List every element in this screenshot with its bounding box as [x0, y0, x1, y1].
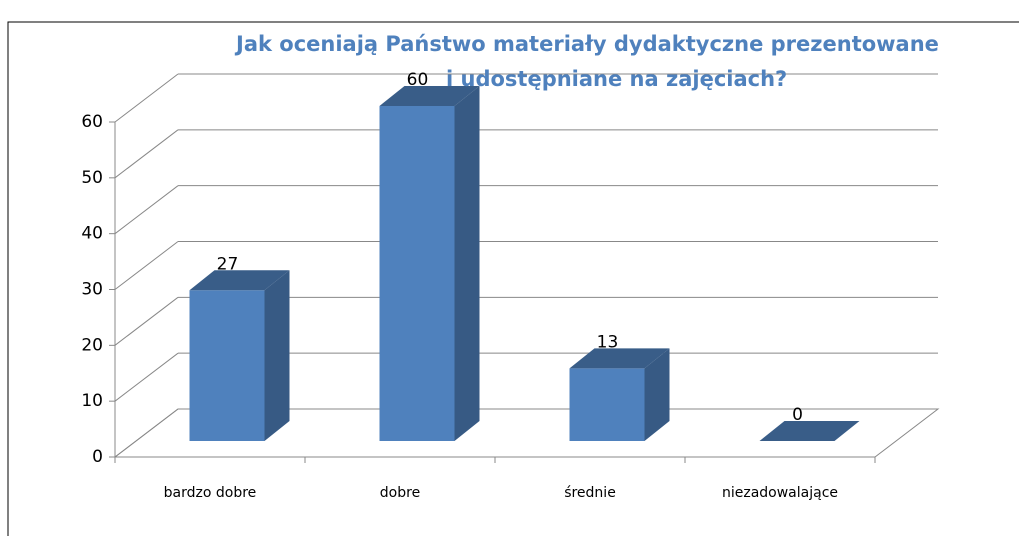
y-tick-label: 30: [81, 280, 103, 300]
bar-top: [569, 348, 670, 369]
chart-frame: [7, 21, 1019, 536]
grid-line: [114, 73, 179, 123]
bar-top: [759, 421, 860, 441]
value-label: 13: [597, 332, 619, 352]
bar-top: [189, 270, 290, 291]
grid-line: [114, 352, 179, 402]
x-tick-label: średnie: [564, 485, 616, 501]
grid-line: [114, 185, 179, 235]
grid-line: [114, 241, 179, 290]
value-label: 27: [217, 254, 239, 274]
grid-line: [114, 129, 179, 179]
chart-title: Jak oceniają Państwo materiały dydaktycz…: [234, 32, 939, 56]
bar-side: [264, 270, 290, 441]
y-tick-label: 10: [81, 391, 103, 411]
grid-line: [114, 296, 179, 346]
bar: [189, 290, 265, 441]
bar: [569, 368, 645, 441]
value-label: 0: [792, 405, 803, 425]
grid-line: [114, 408, 179, 458]
y-tick-label: 0: [92, 447, 103, 467]
plot: 0 10 20 30 40 50 60 bardzo dobre 27 dobre 60 średni…: [81, 70, 938, 501]
chart-title: i udostępniane na zajęciach?: [446, 67, 787, 91]
y-tick-label: 40: [81, 224, 103, 244]
bar-side: [454, 86, 480, 441]
x-tick-label: bardzo dobre: [164, 485, 257, 501]
x-tick-label: niezadowalające: [722, 485, 838, 501]
bar-side: [644, 348, 670, 441]
y-tick-label: 50: [81, 168, 103, 188]
x-tick-label: dobre: [380, 485, 420, 501]
bar-top: [379, 86, 480, 106]
bar: [379, 106, 455, 441]
y-tick-label: 20: [81, 335, 103, 355]
y-tick-label: 60: [81, 112, 103, 132]
value-label: 60: [407, 70, 429, 90]
